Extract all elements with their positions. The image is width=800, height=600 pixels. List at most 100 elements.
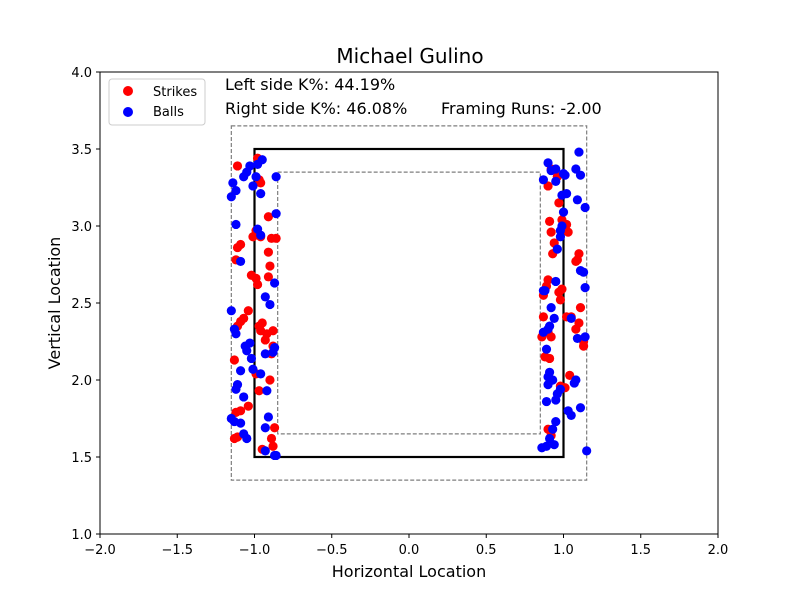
balls-point-88 (537, 443, 547, 453)
balls-point-60 (572, 195, 583, 205)
balls-point-36 (260, 349, 270, 359)
legend: Strikes Balls (108, 78, 206, 126)
y-tick-label-4: 3.0 (71, 220, 92, 235)
balls-point-69 (546, 303, 556, 313)
chart-title: Michael Gulino (336, 44, 483, 68)
strikes-point-37 (254, 386, 264, 396)
balls-point-2 (231, 185, 241, 196)
balls-point-0 (228, 178, 238, 188)
balls-point-49 (538, 175, 549, 185)
strikes-point-56 (546, 332, 556, 342)
strikes-point-62 (554, 198, 564, 208)
x-tick-label-2: −1.0 (239, 543, 271, 558)
balls-point-86 (549, 440, 559, 450)
strikes-point-33 (260, 335, 270, 345)
balls-point-20 (248, 364, 258, 374)
legend-box (108, 78, 206, 126)
balls-point-38 (268, 347, 278, 357)
balls-point-3 (231, 219, 241, 230)
strikes-point-29 (271, 233, 281, 243)
x-tick-label-0: −2.0 (84, 543, 116, 558)
balls-point-74 (541, 344, 552, 354)
strikes-point-27 (263, 212, 274, 222)
balls-point-67 (538, 286, 549, 296)
balls-point-70 (549, 313, 559, 323)
balls-point-54 (561, 189, 572, 199)
strikes-point-54 (538, 312, 549, 322)
balls-point-94 (580, 332, 590, 342)
strikes-point-67 (555, 295, 566, 305)
legend-label-balls: Balls (153, 105, 184, 120)
balls-point-97 (578, 267, 589, 277)
balls-point-78 (543, 380, 553, 390)
outer-shadow-zone (230, 125, 588, 481)
strikes-point-47 (544, 216, 555, 226)
balls-point-73 (543, 324, 553, 334)
balls-point-98 (580, 283, 590, 293)
strikes-point-42 (269, 423, 280, 433)
balls-point-61 (558, 207, 569, 217)
balls-point-81 (541, 396, 552, 407)
strikes-point-10 (243, 401, 253, 411)
y-tick-label-1: 1.5 (71, 451, 92, 466)
strikes-point-48 (546, 227, 556, 237)
balls-point-18 (245, 338, 255, 348)
strikes-point-74 (572, 255, 583, 265)
strikes-point-9 (235, 406, 246, 416)
balls-point-28 (256, 189, 266, 199)
strikes-point-52 (543, 275, 553, 285)
balls-point-43 (260, 446, 270, 456)
balls-point-13 (235, 418, 246, 428)
balls-point-80 (551, 395, 561, 405)
strikes-point-34 (268, 326, 278, 336)
framing-runs-annotation: Framing Runs: -2.00 (441, 99, 602, 118)
balls-point-46 (242, 433, 252, 444)
balls-point-31 (260, 292, 270, 302)
y-tick-label-2: 2.0 (71, 374, 92, 389)
x-tick-label-4: 0.0 (399, 543, 420, 558)
balls-point-26 (251, 172, 261, 182)
balls-point-30 (256, 230, 266, 240)
balls-point-82 (555, 384, 566, 394)
balls-point-25 (248, 181, 258, 191)
x-tick-label-8: 2.0 (708, 543, 729, 558)
balls-point-56 (574, 147, 584, 157)
strikes-point-38 (265, 375, 275, 385)
balls-point-45 (271, 450, 281, 461)
balls-point-83 (551, 416, 561, 427)
balls-point-5 (226, 306, 236, 316)
y-tick-label-0: 1.0 (71, 528, 92, 543)
x-tick-label-5: 0.5 (476, 543, 497, 558)
balls-point-35 (271, 172, 281, 182)
strikes-point-41 (268, 441, 278, 451)
balls-point-90 (566, 410, 576, 421)
balls-point-15 (235, 366, 246, 376)
balls-point-65 (552, 244, 562, 254)
balls-point-95 (566, 313, 576, 323)
balls-point-7 (231, 329, 241, 339)
x-tick-label-7: 1.5 (630, 543, 651, 558)
strikes-point-3 (235, 239, 246, 250)
left-k-annotation: Left side K%: 44.19% (225, 75, 395, 94)
balls-point-64 (555, 226, 566, 236)
balls-point-19 (246, 353, 257, 364)
balls-point-32 (265, 299, 275, 310)
y-tick-label-6: 4.0 (71, 66, 92, 81)
points-layer (226, 147, 592, 461)
legend-label-strikes: Strikes (153, 85, 197, 100)
strikes-point-4 (229, 355, 240, 365)
strikes-point-30 (263, 247, 274, 257)
strikes-point-13 (243, 306, 253, 316)
x-axis-label: Horizontal Location (332, 562, 486, 581)
balls-point-99 (575, 403, 586, 413)
strikes-point-32 (263, 272, 274, 282)
balls-point-10 (239, 392, 249, 402)
balls-point-41 (263, 412, 274, 422)
balls-point-92 (571, 375, 581, 385)
balls-point-93 (572, 333, 583, 344)
strikes-point-77 (571, 324, 581, 334)
balls-point-100 (582, 446, 592, 456)
balls-point-47 (543, 158, 553, 168)
strikes-point-69 (557, 284, 567, 294)
